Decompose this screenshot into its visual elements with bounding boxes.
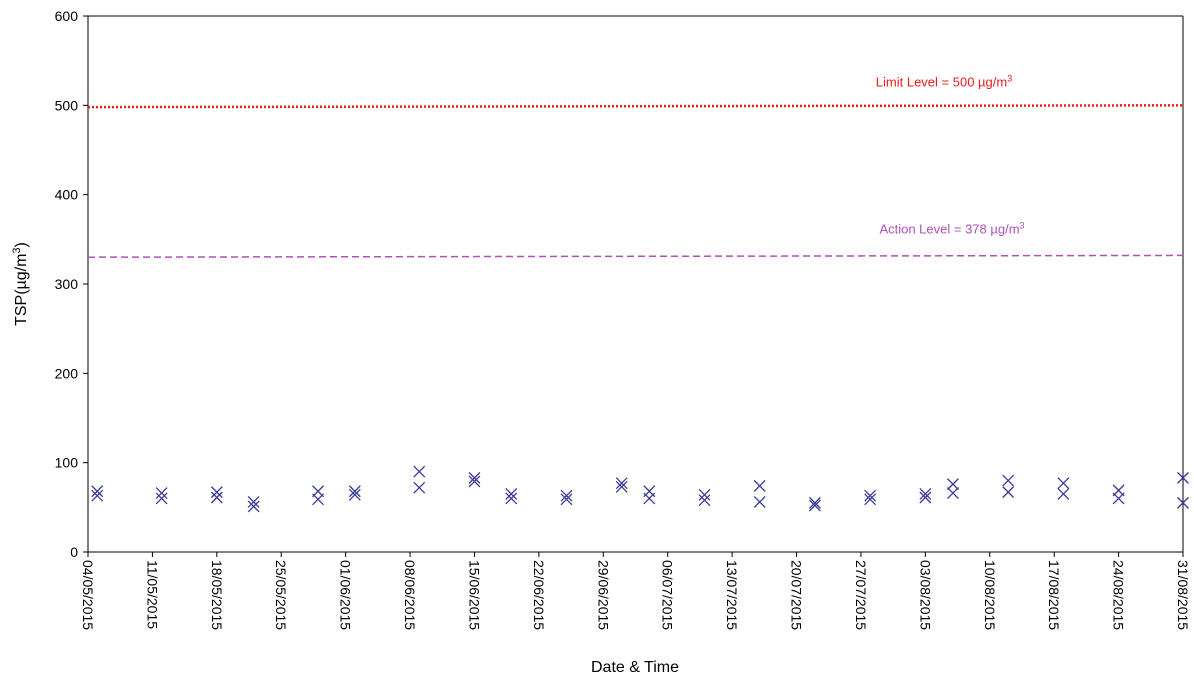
data-point	[753, 496, 766, 508]
data-point	[210, 491, 223, 504]
data-point	[946, 478, 959, 491]
data-point	[643, 492, 656, 505]
x-tick-label: 31/08/2015	[1175, 560, 1191, 630]
x-axis-title: Date & Time	[591, 659, 679, 676]
data-point	[1057, 477, 1070, 490]
limit-level-label: Limit Level = 500 µg/m3	[876, 73, 1012, 89]
data-point	[808, 499, 821, 512]
data-point	[1057, 487, 1070, 500]
data-point	[91, 489, 104, 502]
x-tick-label: 01/06/2015	[338, 560, 354, 630]
data-point	[864, 493, 877, 506]
x-tick-label: 20/07/2015	[789, 560, 805, 630]
data-point	[155, 492, 168, 505]
data-point	[312, 493, 325, 506]
y-tick-label: 200	[55, 365, 79, 381]
x-tick-label: 08/06/2015	[402, 560, 418, 630]
data-point	[560, 489, 573, 502]
plot-area	[87, 15, 1184, 553]
data-point	[1002, 486, 1015, 499]
data-point	[1112, 492, 1125, 505]
data-point	[348, 485, 361, 498]
x-axis-ticks: 04/05/2015 11/05/2015 18/05/2015 25/05/2015…	[80, 552, 1191, 630]
y-tick-label: 500	[55, 97, 79, 113]
limit-level-line	[87, 104, 1184, 109]
y-axis-ticks: 0 100 200 300 400 500 600	[55, 8, 88, 560]
data-point	[560, 493, 573, 506]
y-axis-title-superscript: 3	[11, 247, 23, 253]
x-tick-label: 04/05/2015	[80, 560, 96, 630]
data-point	[413, 481, 426, 494]
data-point	[247, 496, 260, 508]
data-point	[505, 487, 518, 500]
data-point	[468, 475, 481, 488]
x-tick-label: 22/06/2015	[531, 560, 547, 630]
data-point	[91, 485, 104, 498]
y-axis-title-close: )	[13, 242, 30, 247]
reference-lines: Limit Level = 500 µg/m3 Action Level = 37…	[87, 73, 1184, 258]
y-axis-title: TSP(µg/m3)	[11, 242, 30, 326]
data-point	[468, 471, 481, 484]
y-tick-label: 600	[55, 8, 79, 24]
x-tick-label: 06/07/2015	[660, 560, 676, 630]
x-tick-label: 10/08/2015	[982, 560, 998, 630]
data-point	[413, 465, 426, 478]
data-point	[615, 477, 628, 490]
x-tick-label: 17/08/2015	[1046, 560, 1062, 630]
data-point	[1002, 474, 1015, 487]
x-tick-label: 27/07/2015	[853, 560, 869, 630]
y-tick-label: 100	[55, 455, 79, 471]
data-point	[615, 480, 628, 493]
data-point	[919, 487, 932, 500]
data-point	[698, 494, 711, 507]
y-tick-label: 400	[55, 187, 79, 203]
data-point	[505, 492, 518, 505]
x-tick-label: 29/06/2015	[595, 560, 611, 630]
data-point	[698, 488, 711, 501]
data-point	[1177, 496, 1189, 509]
data-point	[919, 491, 932, 504]
data-point	[247, 500, 260, 513]
data-point	[808, 496, 821, 509]
data-point	[946, 487, 959, 499]
data-point	[155, 487, 168, 499]
data-point	[1177, 471, 1189, 484]
action-level-line	[87, 254, 1184, 258]
y-axis-title-main: TSP(µg/m	[13, 254, 30, 326]
y-tick-label: 0	[70, 544, 78, 560]
x-tick-label: 13/07/2015	[724, 560, 740, 630]
x-tick-label: 18/05/2015	[209, 560, 225, 630]
x-tick-label: 03/08/2015	[917, 560, 933, 630]
action-level-label: Action Level = 378 µg/m3	[879, 220, 1024, 236]
data-point	[753, 479, 766, 492]
data-point	[348, 488, 361, 501]
x-tick-label: 15/06/2015	[466, 560, 482, 630]
data-point	[210, 486, 223, 499]
x-tick-label: 25/05/2015	[273, 560, 289, 630]
data-point	[864, 489, 877, 502]
x-tick-label: 11/05/2015	[144, 560, 160, 629]
y-tick-label: 300	[55, 276, 79, 292]
data-markers	[91, 465, 1189, 513]
x-tick-label: 24/08/2015	[1111, 560, 1127, 630]
